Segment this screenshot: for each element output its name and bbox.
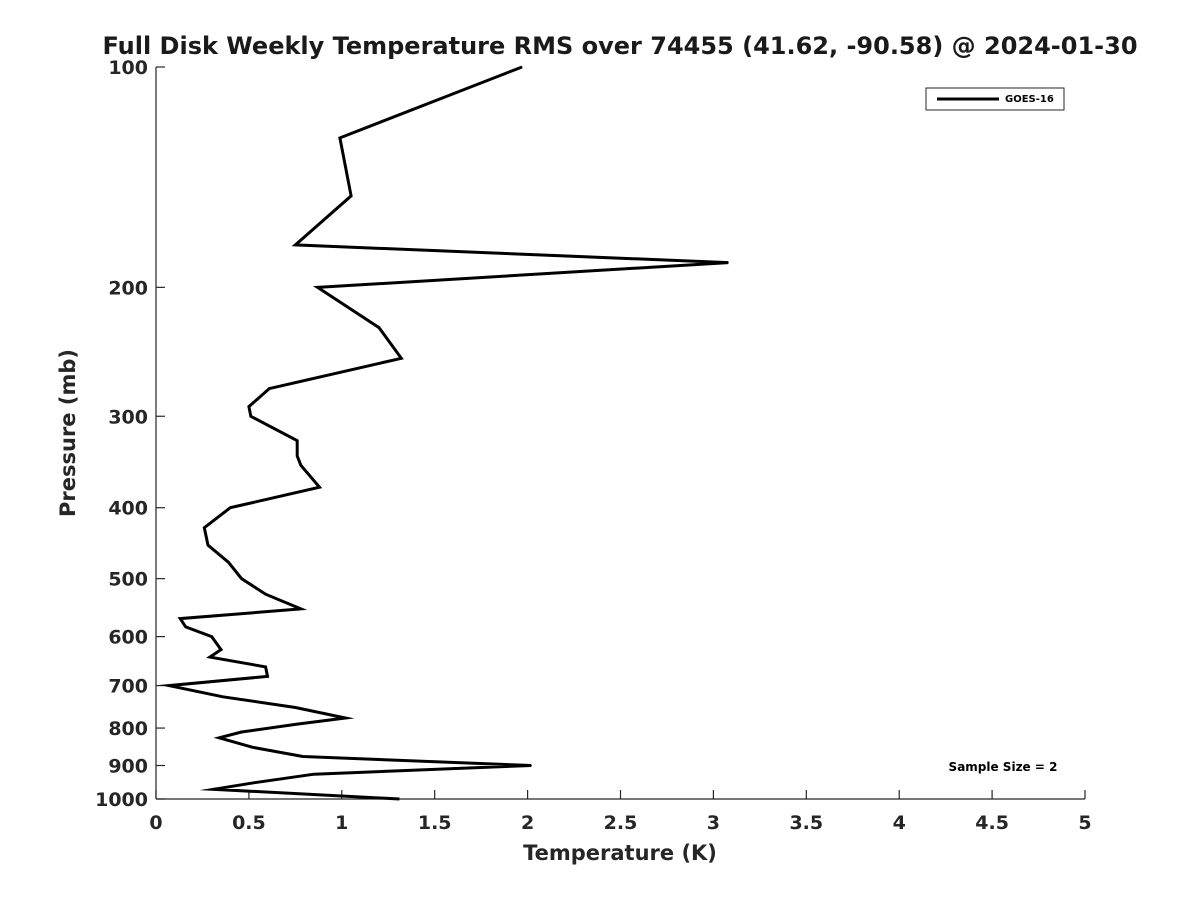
- x-tick-label: 3.5: [789, 812, 823, 834]
- data-point: [241, 578, 242, 580]
- data-point: [530, 765, 532, 766]
- sample-size-annotation: Sample Size = 2: [949, 760, 1058, 774]
- y-axis-label: Pressure (mb): [56, 349, 80, 517]
- x-tick-label: 4.5: [975, 812, 1009, 834]
- data-point: [218, 737, 220, 739]
- data-point: [302, 756, 304, 757]
- data-point: [727, 262, 729, 264]
- y-tick-label: 1000: [95, 789, 148, 811]
- y-tick-label: 200: [108, 277, 148, 299]
- y-tick-label: 400: [108, 498, 148, 520]
- data-point: [378, 327, 380, 329]
- data-point: [185, 626, 187, 628]
- y-tick-label: 600: [108, 627, 148, 649]
- data-point: [222, 696, 224, 698]
- data-point: [268, 388, 270, 390]
- data-point: [265, 593, 267, 595]
- data-point: [229, 507, 231, 509]
- x-tick-label: 1.5: [418, 812, 452, 834]
- x-tick-label: 3: [707, 812, 720, 834]
- data-point: [168, 685, 170, 687]
- data-point: [398, 798, 400, 800]
- data-point: [300, 464, 302, 466]
- data-point: [319, 486, 320, 488]
- legend-entry-goes16: GOES-16: [1005, 94, 1054, 105]
- data-point: [179, 618, 181, 620]
- data-point: [350, 195, 352, 197]
- data-point: [203, 527, 205, 529]
- x-tick-label: 2.5: [604, 812, 638, 834]
- y-tick-label: 300: [108, 406, 148, 428]
- series-line-goes16: [158, 65, 729, 801]
- data-point: [265, 666, 267, 668]
- x-tick-label: 4: [893, 812, 906, 834]
- data-point: [254, 782, 255, 784]
- data-point: [313, 773, 315, 775]
- y-tick-label: 900: [108, 756, 148, 778]
- data-point: [248, 406, 250, 408]
- data-point: [228, 561, 229, 563]
- data-point: [294, 707, 296, 708]
- y-tick-label: 100: [108, 57, 148, 79]
- data-point: [300, 608, 302, 610]
- data-point: [345, 717, 346, 719]
- data-point: [521, 66, 523, 68]
- y-tick-label: 500: [108, 569, 148, 591]
- x-axis-label: Temperature (K): [523, 841, 717, 865]
- x-tick-label: 5: [1078, 812, 1091, 834]
- data-point: [339, 137, 341, 139]
- data-point: [296, 455, 298, 457]
- x-tick-label: 0: [149, 812, 162, 834]
- data-point: [317, 286, 319, 288]
- data-point: [250, 415, 252, 417]
- data-point: [220, 649, 222, 651]
- data-point: [209, 656, 211, 658]
- data-point: [252, 746, 254, 748]
- y-tick-label: 800: [108, 718, 148, 740]
- x-tick-label: 2: [521, 812, 534, 834]
- data-point: [267, 675, 268, 677]
- data-point: [400, 357, 402, 359]
- data-point: [294, 244, 296, 246]
- x-tick-label: 1: [335, 812, 348, 834]
- chart-title: Full Disk Weekly Temperature RMS over 74…: [102, 32, 1137, 60]
- legend: GOES-16: [925, 87, 1065, 111]
- x-tick-label: 0.5: [232, 812, 266, 834]
- data-point: [241, 731, 242, 733]
- x-ticks: 0 0.5 1 1.5 2 2.5 3 3.5 4 4.5 5: [149, 790, 1092, 834]
- data-point: [296, 723, 298, 725]
- data-point: [213, 788, 215, 790]
- data-point: [211, 636, 213, 638]
- series-points: [168, 66, 729, 800]
- data-point: [296, 440, 298, 442]
- data-point: [207, 544, 209, 546]
- y-ticks: 100 200 300 400 500 600 700 800 900 1000: [95, 57, 165, 811]
- y-tick-label: 700: [108, 676, 148, 698]
